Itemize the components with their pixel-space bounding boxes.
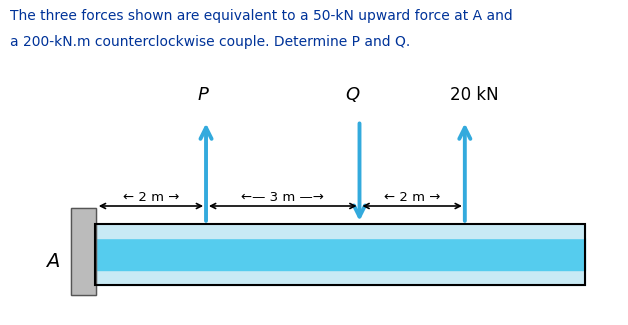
Bar (95, 224, 585, 285)
Text: $P$: $P$ (197, 86, 209, 105)
Text: ← 2 m →: ← 2 m → (384, 191, 440, 204)
Bar (70, 208, 96, 294)
Text: $A$: $A$ (45, 254, 60, 271)
Text: $Q$: $Q$ (345, 85, 360, 105)
Text: ← 2 m →: ← 2 m → (122, 191, 179, 204)
Text: The three forces shown are equivalent to a 50-kN upward force at A and: The three forces shown are equivalent to… (11, 9, 513, 23)
Text: ←— 3 m —→: ←— 3 m —→ (241, 191, 324, 204)
Bar (95, 224, 585, 238)
Text: 20 kN: 20 kN (450, 86, 499, 105)
Text: a 200-kN.m counterclockwise couple. Determine P and Q.: a 200-kN.m counterclockwise couple. Dete… (11, 35, 411, 49)
Bar (70, 208, 96, 294)
Bar (95, 238, 585, 270)
Bar (95, 270, 585, 285)
